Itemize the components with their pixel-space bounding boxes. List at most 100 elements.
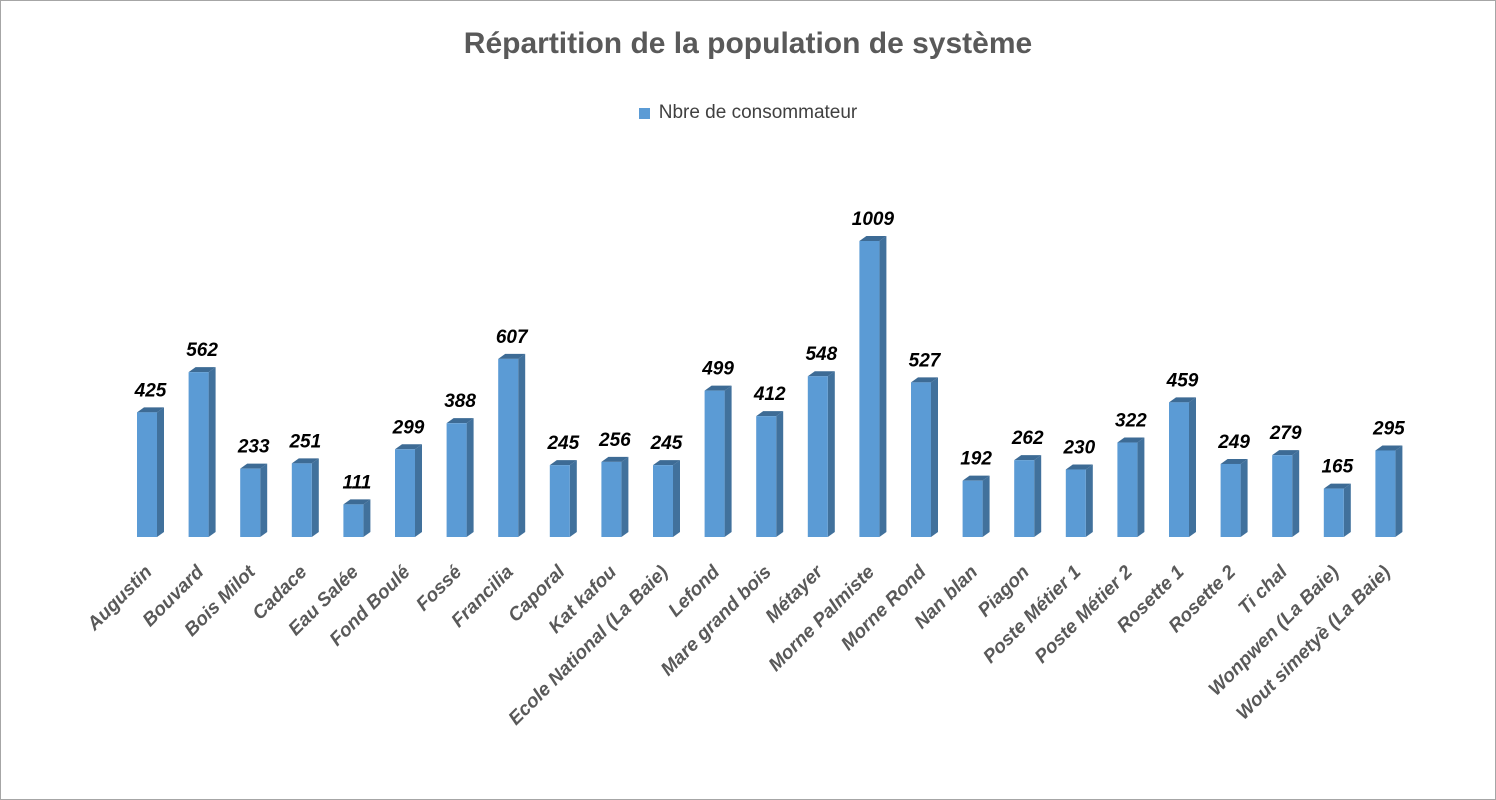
data-label: 245: [546, 433, 579, 454]
data-label: 245: [650, 433, 683, 454]
bar-top: [601, 456, 629, 462]
bar-top: [240, 463, 268, 469]
data-label: 279: [1269, 423, 1302, 444]
bar-18: [1014, 455, 1042, 537]
bar-side: [311, 458, 319, 537]
bar-face: [137, 412, 157, 537]
bar-face: [446, 423, 467, 537]
legend: Nbre de consommateur: [1, 102, 1495, 124]
bar-face: [291, 463, 312, 537]
data-label: 256: [598, 430, 631, 451]
bar-7: [446, 418, 474, 537]
legend-label: Nbre de consommateur: [658, 102, 858, 123]
data-label: 233: [237, 437, 270, 458]
bar-top: [395, 444, 422, 450]
data-label: 562: [186, 340, 218, 361]
bar-1: [137, 407, 164, 537]
bar-22: [1220, 458, 1248, 537]
bar-face: [807, 376, 828, 537]
data-label: 607: [496, 327, 529, 348]
data-label: 230: [1062, 438, 1095, 459]
data-label: 322: [1115, 411, 1147, 432]
bar-top: [1169, 397, 1196, 403]
bar-21: [1169, 397, 1196, 537]
bar-6: [395, 444, 422, 537]
bar-23: [1272, 450, 1300, 537]
bar-24: [1323, 483, 1351, 537]
bar-top: [859, 236, 887, 241]
bar-top: [1065, 464, 1093, 470]
bar-top: [911, 377, 938, 383]
data-label: 459: [1166, 370, 1199, 391]
bar-side: [260, 463, 268, 537]
bar-side: [1189, 397, 1196, 537]
bar-face: [549, 465, 570, 537]
bar-face: [653, 465, 673, 537]
bar-face: [704, 390, 725, 537]
bar-side: [518, 353, 526, 537]
bar-20: [1117, 437, 1145, 537]
bar-face: [188, 372, 209, 537]
data-label: 251: [288, 431, 321, 452]
data-label: 192: [960, 449, 992, 470]
bar-face: [601, 461, 622, 537]
bar-top: [188, 367, 216, 373]
bar-face: [240, 468, 261, 537]
bar-top: [756, 411, 784, 417]
bar-top: [807, 371, 835, 377]
bar-top: [343, 499, 371, 505]
bar-side: [208, 367, 216, 537]
bar-side: [1395, 445, 1403, 537]
bar-top: [1220, 458, 1248, 464]
data-label: 295: [1372, 418, 1405, 439]
bar-side: [827, 371, 835, 537]
bar-13: [756, 411, 784, 537]
bar-top: [1117, 437, 1145, 443]
bar-side: [1240, 458, 1248, 537]
bar-19: [1065, 464, 1093, 537]
bar-side: [776, 411, 784, 537]
bar-top: [1323, 483, 1351, 489]
data-label: 165: [1321, 457, 1353, 478]
bar-side: [982, 475, 990, 537]
bar-top: [137, 407, 164, 413]
legend-swatch: [638, 107, 650, 119]
bar-face: [343, 504, 364, 537]
bar-face: [1169, 402, 1189, 537]
bar-top: [498, 353, 526, 359]
bar-top: [1272, 450, 1300, 456]
bar-side: [673, 460, 680, 537]
bar-top: [446, 418, 474, 424]
bar-side: [1292, 450, 1300, 537]
data-label: 412: [753, 384, 786, 405]
bar-side: [931, 377, 938, 537]
bar-face: [1220, 463, 1241, 537]
bar-9: [549, 460, 577, 537]
bar-face: [395, 449, 415, 537]
bar-top: [704, 385, 732, 391]
data-label: 1009: [852, 209, 895, 230]
bar-side: [415, 444, 422, 537]
bar-14: [807, 371, 835, 537]
bar-25: [1375, 445, 1403, 537]
data-label: 499: [701, 359, 734, 380]
bar-top: [549, 460, 577, 466]
data-label: 527: [909, 350, 942, 371]
bar-side: [621, 456, 629, 537]
category-label: Augustin: [83, 562, 157, 636]
data-label: 299: [392, 417, 425, 438]
data-label: 249: [1217, 432, 1250, 453]
bar-side: [724, 385, 732, 537]
chart-title: Répartition de la population de système: [463, 27, 1033, 60]
data-label: 425: [134, 380, 167, 401]
bar-face: [1272, 455, 1293, 537]
bar-side: [466, 418, 474, 537]
bar-side: [879, 236, 887, 537]
bar-face: [859, 241, 880, 537]
bar-11: [653, 460, 680, 537]
bar-face: [1014, 460, 1035, 537]
bar-16: [911, 377, 938, 537]
bar-top: [1014, 455, 1042, 461]
